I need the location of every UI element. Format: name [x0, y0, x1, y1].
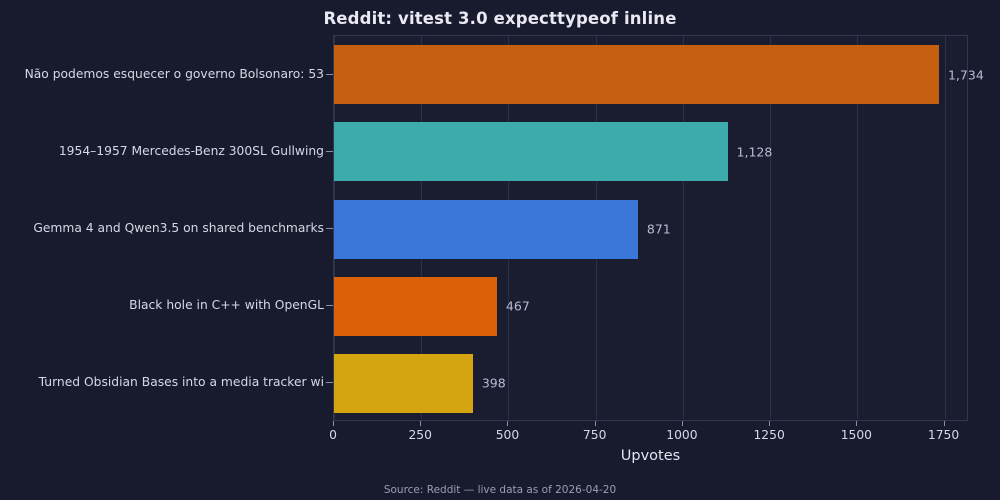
y-axis-tick-mark — [326, 305, 333, 307]
bar-value-label: 1,734 — [947, 67, 984, 83]
plot-inner: 1,734 1,128 871 467 398 — [334, 36, 984, 420]
y-axis-tick-label: 1954–1957 Mercedes-Benz 300SL Gullwing — [58, 143, 324, 158]
y-axis-tick-label: Não podemos esquecer o governo Bolsonaro… — [24, 66, 324, 81]
x-axis-tick-mark — [594, 421, 596, 426]
y-axis-tick-mark — [326, 228, 333, 229]
x-axis-tick-label: 750 — [582, 428, 607, 442]
bar-row: 871 — [334, 199, 969, 259]
bar-value-label: 467 — [505, 298, 530, 314]
x-axis-tick-mark — [769, 421, 771, 426]
bar[interactable] — [334, 199, 638, 259]
y-axis-tick-mark — [326, 150, 333, 152]
source-note: Source: Reddit — live data as of 2026-04… — [383, 484, 617, 496]
x-axis-tick-label: 0 — [329, 428, 337, 442]
x-axis-tick-label: 1750 — [927, 428, 960, 442]
x-axis-tick-mark — [681, 421, 683, 426]
gridline — [682, 36, 684, 420]
bar-value-label: 871 — [646, 221, 671, 237]
y-axis-tick-mark — [326, 382, 333, 384]
x-axis-tick-mark — [507, 421, 509, 426]
gridline — [857, 36, 859, 420]
bar-value-label: 398 — [481, 375, 506, 391]
bar-row: 467 — [334, 276, 969, 336]
y-axis-tick-mark — [326, 73, 333, 75]
x-axis-title: Upvotes — [620, 448, 681, 464]
bar-row: 1,734 — [334, 45, 984, 105]
x-axis-tick-mark — [420, 421, 422, 426]
bar-row: 398 — [334, 353, 969, 413]
y-axis-tick-label: Black hole in C++ with OpenGL — [129, 298, 324, 313]
bar[interactable] — [334, 45, 939, 105]
x-axis-tick-label: 500 — [495, 428, 520, 442]
bar-row: 1,128 — [334, 122, 969, 182]
x-axis-tick-label: 1250 — [753, 428, 785, 442]
gridline — [770, 36, 772, 420]
x-axis-tick-label: 1000 — [666, 428, 698, 442]
bar[interactable] — [334, 276, 497, 336]
y-axis-tick-label: Turned Obsidian Bases into a media track… — [38, 375, 324, 390]
y-axis-tick-label: Gemma 4 and Qwen3.5 on shared benchmarks — [33, 221, 324, 235]
bar-value-label: 1,128 — [736, 144, 773, 160]
x-axis-tick-mark — [856, 421, 858, 426]
x-axis-tick-label: 1500 — [840, 428, 872, 442]
x-axis-tick-label: 250 — [408, 428, 432, 442]
gridline — [944, 36, 946, 420]
chart-title: Reddit: vitest 3.0 expecttypeof inline — [323, 9, 677, 28]
bar[interactable] — [334, 122, 728, 182]
x-axis-tick-mark — [333, 421, 334, 426]
x-axis-tick-mark — [943, 421, 945, 426]
plot-area: 1,734 1,128 871 467 398 — [333, 35, 984, 421]
bar[interactable] — [334, 353, 473, 413]
